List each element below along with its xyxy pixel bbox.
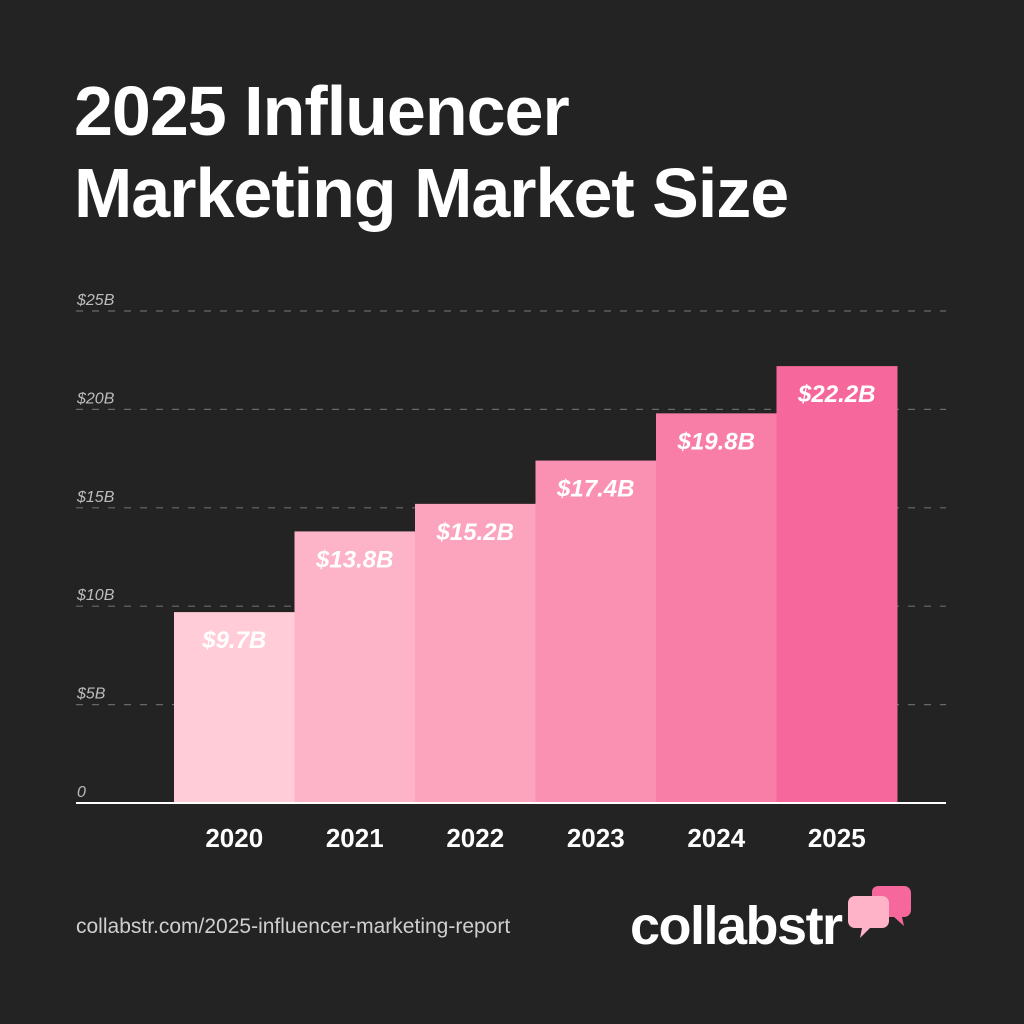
bar-2020 [174,612,295,803]
x-tick-label: 2024 [687,823,745,853]
y-tick-label: 0 [77,784,86,801]
x-tick-label: 2022 [446,823,504,853]
x-tick-label: 2021 [326,823,384,853]
y-tick-label: $15B [76,489,115,506]
data-label: $13.8B [315,546,393,573]
bar-2022 [415,503,536,803]
chart-title-line-2: Marketing Market Size [74,154,789,232]
speech-bubbles-icon [847,886,911,938]
data-label: $15.2B [436,519,514,546]
brand-logo: collabstr [630,886,912,966]
labels-layer: 0 $5B $10B $15B $20B $25B $9.7B 2020 $13.8B 2021 $… [76,292,946,853]
report-url[interactable]: collabstr.com/2025-influencer-marketing-… [76,915,511,938]
bar-2021 [294,531,416,803]
y-tick-label: $20B [76,390,115,407]
x-tick-label: 2023 [567,823,625,853]
data-label: $17.4B [556,476,634,503]
bar-2023 [535,460,657,803]
chart-title-line-1: 2025 Influencer [74,72,570,150]
data-label: $19.8B [677,428,755,455]
bar-2025 [776,366,898,803]
y-tick-label: $5B [76,686,106,703]
bar-2024 [656,413,777,803]
chart-title: 2025 Influencer Marketing Market Size [74,70,974,234]
bars-layer [174,366,898,803]
brand-name: collabstr [630,896,843,956]
data-label: $22.2B [797,381,875,408]
y-tick-label: $10B [76,587,115,604]
x-tick-label: 2020 [205,823,263,853]
y-tick-label: $25B [76,292,115,309]
x-tick-label: 2025 [808,823,866,853]
data-label: $9.7B [201,627,266,654]
